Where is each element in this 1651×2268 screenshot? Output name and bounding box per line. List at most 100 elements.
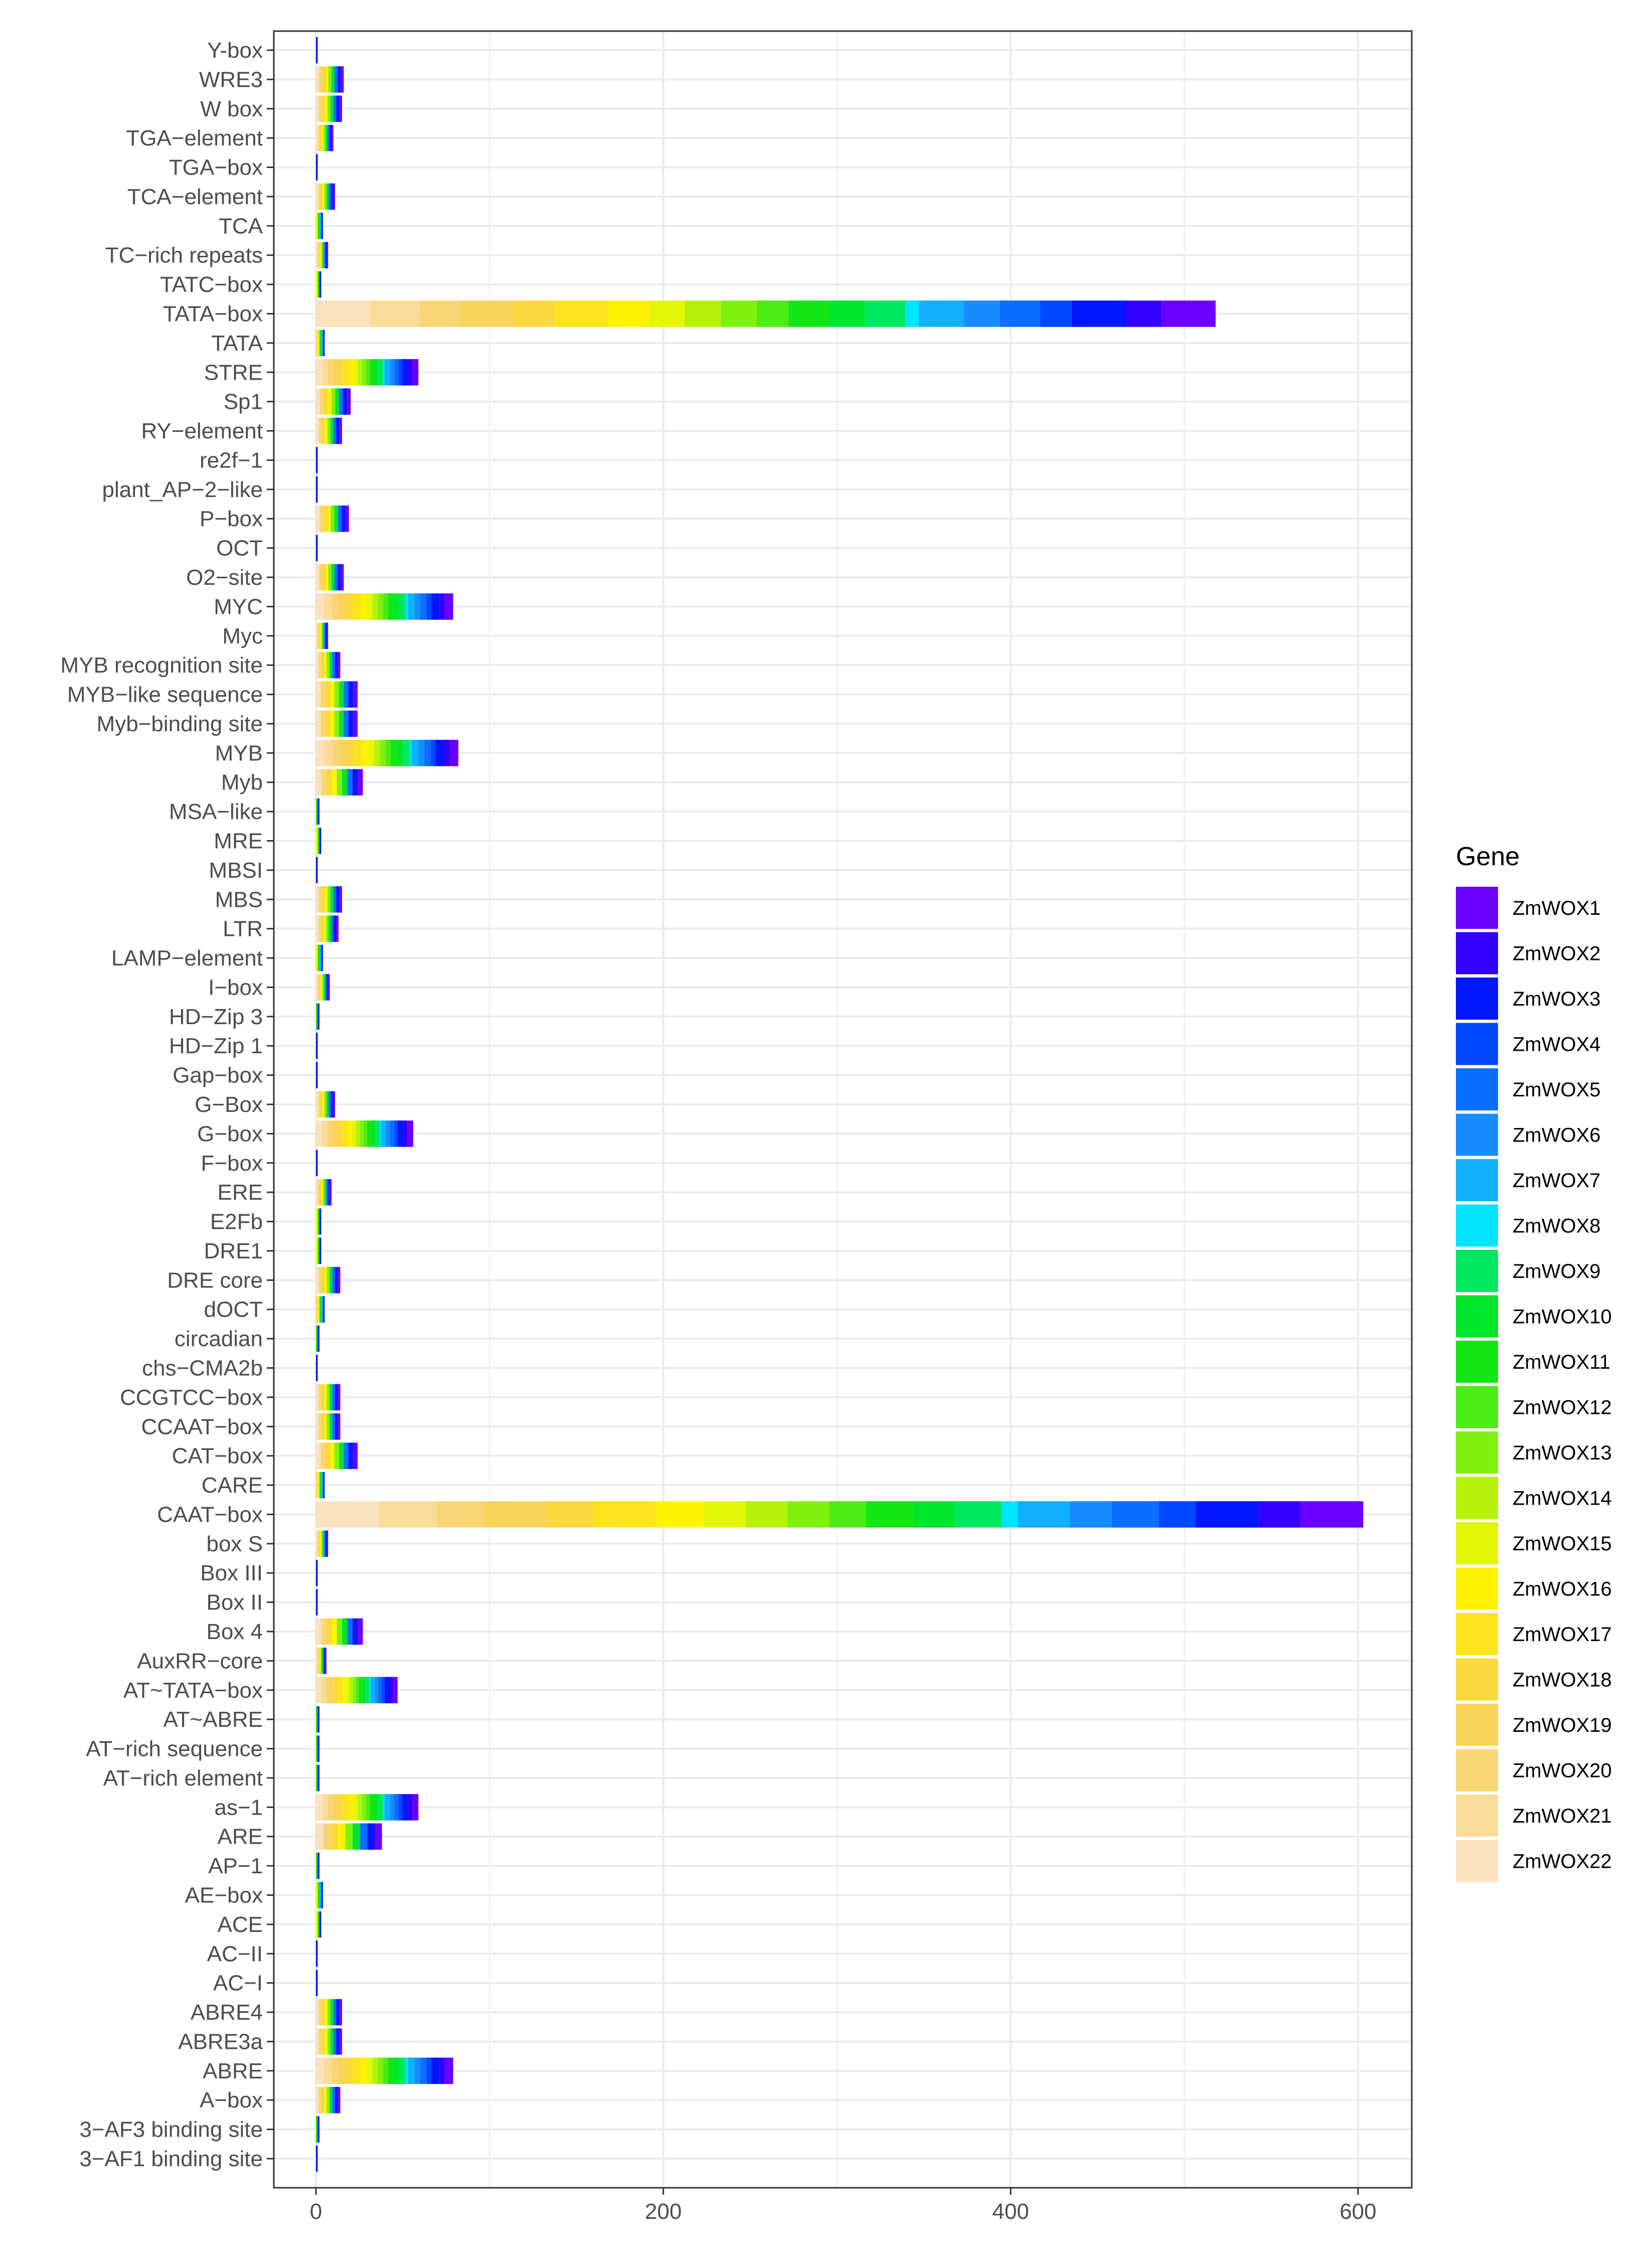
- bar-segment-zmwox18: [331, 1823, 338, 1850]
- bar-segment-zmwox1: [353, 710, 358, 737]
- y-tick-label: Box II: [207, 1590, 263, 1615]
- bar-segment-zmwox1: [358, 1618, 363, 1645]
- legend-key-zmwox21: [1456, 1795, 1498, 1837]
- bar-segment-zmwox3: [331, 1091, 333, 1118]
- bar-segment-zmwox16: [321, 1179, 323, 1206]
- bar-segment-zmwox11: [317, 271, 319, 298]
- bar-segment-zmwox16: [316, 1237, 318, 1264]
- bar-segment-zmwox10: [339, 710, 344, 737]
- bar-segment-zmwox22: [316, 1179, 318, 1206]
- bar-segment-zmwox16: [329, 1442, 335, 1469]
- bar-segment-zmwox8: [380, 1120, 381, 1147]
- y-tick-label: LTR: [223, 917, 263, 941]
- bar-segment-zmwox4: [394, 1120, 398, 1147]
- bar-segment-zmwox5: [325, 974, 327, 1001]
- bar-segment-zmwox22: [316, 740, 325, 766]
- bar-segment-zmwox10: [335, 388, 340, 415]
- bar-segment-zmwox1: [325, 1648, 326, 1674]
- bar-segment-zmwox13: [334, 710, 340, 737]
- bar-segment-zmwox1: [339, 1999, 342, 2026]
- legend-key-zmwox7: [1456, 1159, 1498, 1201]
- legend-key-zmwox1: [1456, 887, 1498, 929]
- legend-key-zmwox17: [1456, 1613, 1498, 1655]
- bar-segment-zmwox20: [327, 359, 333, 386]
- bar-segment-zmwox8: [905, 300, 919, 327]
- bar-segment-zmwox3: [342, 505, 346, 532]
- bar-segment-zmwox22: [316, 1120, 322, 1147]
- bar-segment-zmwox6: [386, 1120, 390, 1147]
- bar-segment-zmwox5: [334, 564, 338, 591]
- bar-segment-zmwox18: [325, 710, 330, 737]
- bar-segment-zmwox5: [424, 740, 431, 766]
- bar-segment-zmwox20: [319, 388, 324, 415]
- bar-segment-zmwox13: [326, 652, 329, 679]
- bar-segment-zmwox8: [383, 359, 385, 386]
- bar-segment-zmwox22: [316, 1384, 319, 1411]
- bar-segment-zmwox20: [332, 593, 338, 620]
- y-tick-label: TATA−box: [163, 302, 263, 327]
- bar-segment-zmwox20: [321, 1618, 326, 1645]
- bar-segment-zmwox8: [369, 1677, 371, 1704]
- bar-segment-zmwox11: [316, 1003, 318, 1030]
- y-tick-label: TCA: [219, 214, 263, 238]
- bar-segment-zmwox22: [316, 652, 319, 679]
- bar-segment-zmwox11: [316, 798, 318, 825]
- bar-segment-zmwox1: [333, 183, 336, 210]
- bar-segment-zmwox18: [338, 359, 344, 386]
- bar-segment-zmwox17: [554, 300, 608, 327]
- bar-segment-zmwox1: [392, 1677, 398, 1704]
- bar-segment-zmwox7: [371, 1677, 375, 1704]
- bar-segment-zmwox10: [353, 1823, 360, 1850]
- bar-segment-zmwox16: [317, 1296, 319, 1323]
- bar-segment-zmwox21: [379, 1501, 437, 1528]
- bar-segment-zmwox13: [378, 593, 384, 620]
- y-tick-label: ERE: [218, 1180, 263, 1205]
- bar-segment-zmwox14: [685, 300, 721, 327]
- bar-segment-zmwox18: [326, 769, 332, 795]
- bar-segment-zmwox12: [829, 1501, 866, 1528]
- bar-segment-zmwox5: [332, 2086, 335, 2114]
- bar-segment-zmwox8: [406, 593, 408, 620]
- bar-segment-zmwox15: [354, 359, 358, 386]
- bar-segment-zmwox1: [412, 1794, 419, 1821]
- bar-segment-zmwox5: [344, 1442, 349, 1469]
- bar-segment-zmwox13: [326, 1413, 329, 1440]
- bar-segment-zmwox16: [324, 1413, 327, 1440]
- bar-segment-zmwox22: [316, 1530, 317, 1557]
- bar-segment-zmwox18: [318, 1530, 320, 1557]
- bar-segment-zmwox11: [388, 593, 394, 620]
- bar-segment-zmwox20: [318, 652, 321, 679]
- bar-segment-zmwox6: [963, 300, 1000, 327]
- bar-segment-zmwox3: [316, 37, 318, 64]
- bar-segment-zmwox10: [329, 652, 333, 679]
- bar-segment-zmwox22: [316, 242, 317, 268]
- bar-segment-zmwox8: [409, 740, 412, 766]
- bar-segment-zmwox9: [865, 300, 905, 327]
- bar-segment-zmwox3: [316, 154, 318, 181]
- bar-segment-zmwox5: [328, 1091, 331, 1118]
- bar-segment-zmwox3: [321, 1882, 323, 1908]
- bar-segment-zmwox16: [322, 183, 324, 210]
- bar-segment-zmwox16: [316, 828, 318, 854]
- y-tick-label: ARE: [218, 1825, 263, 1849]
- bar-segment-zmwox20: [332, 740, 339, 766]
- bar-segment-zmwox13: [326, 1384, 329, 1411]
- bar-segment-zmwox3: [316, 857, 318, 884]
- bar-segment-zmwox5: [333, 1999, 337, 2026]
- bar-segment-zmwox17: [352, 593, 361, 620]
- bar-segment-zmwox5: [322, 1648, 324, 1674]
- bar-segment-zmwox16: [324, 1999, 328, 2026]
- bar-segment-zmwox16: [316, 213, 318, 239]
- bar-segment-zmwox1: [328, 974, 330, 1001]
- y-tick-label: O2−site: [186, 565, 263, 590]
- y-tick-label: TGA−box: [169, 155, 263, 180]
- bar-segment-zmwox13: [327, 886, 331, 913]
- bar-segment-zmwox16: [329, 710, 335, 737]
- bar-segment-zmwox3: [326, 974, 328, 1001]
- bar-segment-zmwox1: [1162, 300, 1216, 327]
- bar-segment-zmwox10: [324, 1179, 326, 1206]
- legend-label: ZmWOX20: [1513, 1760, 1612, 1782]
- bar-segment-zmwox3: [336, 95, 340, 122]
- bar-segment-zmwox22: [316, 505, 320, 532]
- bar-segment-zmwox10: [829, 300, 865, 327]
